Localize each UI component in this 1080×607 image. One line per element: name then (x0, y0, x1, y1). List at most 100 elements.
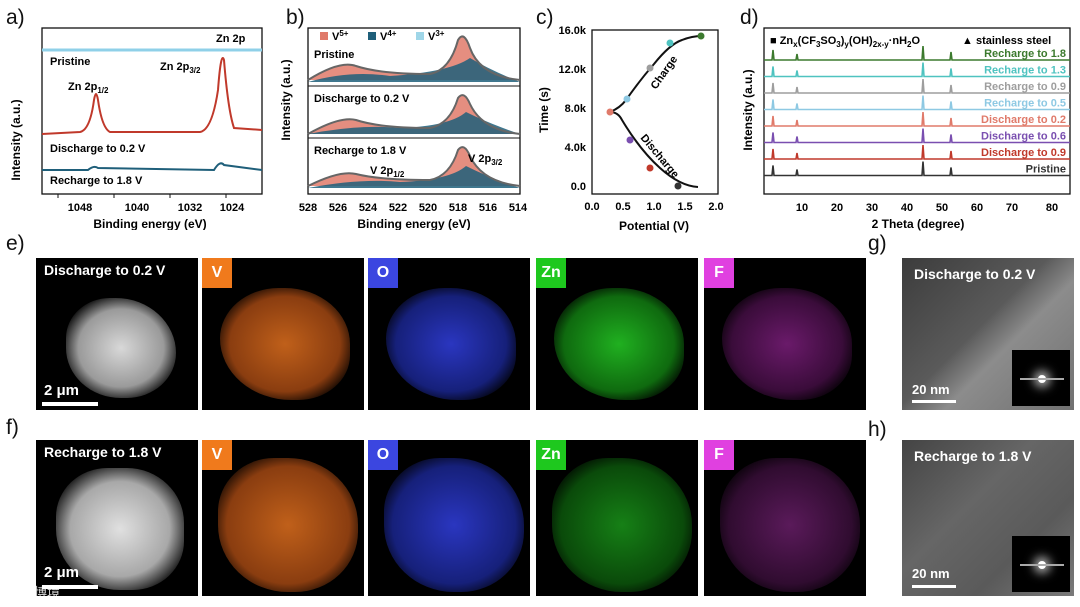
panel-g-tem: Discharge to 0.2 V 20 nm (902, 258, 1074, 410)
panel-label-b: b) (286, 6, 305, 29)
panel-b-tick: 518 (449, 202, 467, 214)
panel-h-tem: Recharge to 1.8 V 20 nm (902, 440, 1074, 596)
panel-d-series-label: Recharge to 0.9 (984, 81, 1066, 93)
panel-h-scalebar-label: 20 nm (912, 566, 950, 581)
panel-b-tick: 514 (509, 202, 528, 214)
panel-b-tick: 520 (419, 202, 437, 214)
panel-d-legend-steel: ▲ stainless steel (962, 35, 1051, 47)
panel-g-saed (1012, 350, 1070, 406)
panel-label-h: h) (868, 418, 887, 441)
panel-d-series-line (764, 78, 1070, 94)
panel-c-xtick: 1.5 (677, 201, 692, 213)
panel-b-xlabel: Binding energy (eV) (357, 217, 470, 230)
panel-g-scalebar (912, 400, 956, 403)
panel-f-map-v: V (202, 440, 364, 596)
panel-c-chart: Time (s) 0.0 4.0k 8.0k 12.0k 16.0k 0.0 0… (537, 25, 724, 233)
panel-e-elem-o: O (368, 258, 398, 288)
panel-d-xticks: 10 20 30 40 50 60 70 80 (796, 202, 1058, 214)
panel-label-e: e) (6, 232, 25, 255)
panel-b-legend-v5: V5+ (332, 29, 349, 43)
panel-e-elem-v: V (202, 258, 232, 288)
panel-label-a: a) (6, 6, 25, 29)
panel-d-xtick: 20 (831, 202, 843, 214)
panel-c-label-charge: Charge (649, 54, 681, 92)
panel-c-label-discharge: Discharge (638, 132, 681, 180)
panel-a-label-pristine: Pristine (50, 56, 90, 68)
panel-f-scalebar-label: 2 μm (44, 564, 80, 581)
panel-label-f: f) (6, 416, 19, 439)
panel-label-d: d) (740, 6, 759, 29)
panel-a-peak-zn2p: Zn 2p (216, 33, 246, 45)
panel-b-row-discharge: Discharge to 0.2 V (314, 93, 410, 105)
panel-e-scalebar (42, 402, 98, 406)
panel-e-caption: Discharge to 0.2 V (44, 262, 166, 278)
panel-d-xtick: 50 (936, 202, 948, 214)
panel-e-scalebar-label: 2 μm (44, 382, 80, 399)
panel-e-haadf: Discharge to 0.2 V 2 μm (36, 258, 198, 410)
panel-d-xtick: 80 (1046, 202, 1058, 214)
panel-d-chart: Intensity (a.u.) ■ Znx(CF3SO3)y(OH)2x-y·… (741, 27, 1071, 231)
panel-f-elem-f: F (704, 440, 734, 470)
panel-d-xtick: 60 (971, 202, 983, 214)
panel-d-series-line (764, 128, 1070, 144)
panel-d-series-label: Discharge to 0.6 (981, 131, 1066, 143)
panel-e-map-zn: Zn (536, 258, 698, 410)
panel-b-tick: 528 (299, 202, 317, 214)
panel-f-elem-o: O (368, 440, 398, 470)
panel-h-caption: Recharge to 1.8 V (914, 448, 1032, 464)
panel-d-series-line (764, 144, 1070, 160)
panel-a-chart: Intensity (a.u.) 1048 1040 1032 1024 Bin… (9, 27, 263, 230)
panel-e-map-o: O (368, 258, 530, 410)
panel-e-map-f: F (704, 258, 866, 410)
panel-b-tick: 522 (389, 202, 407, 214)
panel-c-xtick: 1.0 (646, 201, 661, 213)
panel-a-tick-1024: 1024 (220, 202, 245, 214)
panel-d-series-line (764, 45, 1070, 61)
panel-label-c: c) (536, 6, 554, 29)
panel-f-haadf: Recharge to 1.8 V 2 μm (36, 440, 198, 596)
panel-g-scalebar-label: 20 nm (912, 382, 950, 397)
panel-d-series-label: Recharge to 0.5 (984, 98, 1066, 110)
panel-f-map-zn: Zn (536, 440, 698, 596)
panel-e-map-v: V (202, 258, 364, 410)
panel-e-elem-zn: Zn (536, 258, 566, 288)
panel-a-peak-zn2p12: Zn 2p1/2 (68, 81, 109, 95)
panel-h-scalebar (912, 585, 956, 588)
panel-c-ytick: 0.0 (571, 181, 586, 193)
panel-a-ylabel: Intensity (a.u.) (9, 99, 23, 180)
panel-b-legend-v3: V3+ (428, 29, 445, 43)
panel-d-series-label: Discharge to 0.9 (981, 147, 1066, 159)
panel-d-series-label: Pristine (1026, 164, 1066, 176)
panel-d-ylabel: Intensity (a.u.) (741, 69, 755, 150)
panel-b-chart: Intensity (a.u.) V5+ V4+ V3+ Pristine Di… (279, 27, 528, 230)
panel-d-series-label: Recharge to 1.3 (984, 65, 1066, 77)
panel-d-series-line (764, 95, 1070, 111)
panel-a-xlabel: Binding energy (eV) (93, 217, 206, 230)
panel-c-ylabel: Time (s) (537, 87, 551, 133)
panel-b-tick: 516 (479, 202, 497, 214)
panel-c-xtick: 0.5 (615, 201, 630, 213)
panel-b-peak-v2p32: V 2p3/2 (468, 153, 503, 167)
panel-b-row-recharge: Recharge to 1.8 V (314, 145, 407, 157)
panel-d-xlabel: 2 Theta (degree) (872, 217, 965, 231)
panel-d-xtick: 10 (796, 202, 808, 214)
panel-c-charge-curve (609, 35, 703, 113)
panel-a-label-recharge: Recharge to 1.8 V (50, 175, 143, 187)
panel-b-xticks: 528 526 524 522 520 518 516 514 (299, 202, 528, 214)
panel-d-series-group: Recharge to 1.8 Recharge to 1.3 Recharge t… (764, 45, 1070, 177)
panel-d-series-line (764, 62, 1070, 78)
panel-d-series-label: Discharge to 0.2 (981, 114, 1066, 126)
panel-c-xlabel: Potential (V) (619, 219, 689, 233)
panel-f-scalebar (42, 585, 98, 589)
panel-d-series-line (764, 161, 1070, 177)
panel-d-xtick: 40 (901, 202, 913, 214)
panel-a-peak-zn2p32: Zn 2p3/2 (160, 61, 201, 75)
panel-b-row-pristine: Pristine (314, 49, 354, 61)
panel-c-xtick: 2.0 (708, 201, 723, 213)
panel-c-discharge-curve (609, 111, 699, 188)
panel-f-elem-v: V (202, 440, 232, 470)
panel-a-tick-1032: 1032 (178, 202, 202, 214)
panel-h-saed (1012, 536, 1070, 592)
panel-f-caption: Recharge to 1.8 V (44, 444, 162, 460)
watermark: 大数博境 (8, 585, 61, 600)
